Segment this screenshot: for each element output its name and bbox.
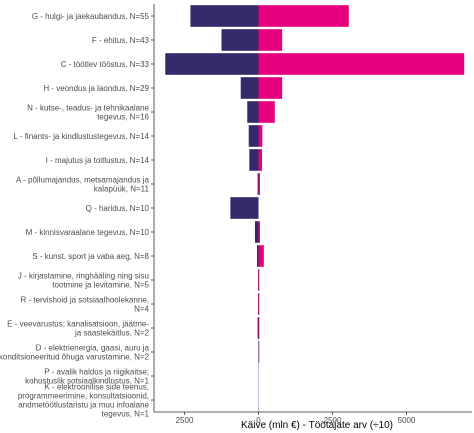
x-axis: 2500 0 2500 5000 xyxy=(154,411,472,425)
bar-right xyxy=(258,149,263,171)
category-label: Q - haridus, N=10 xyxy=(86,204,150,213)
category-label: E - veevarustus; kanalisatsioon, jäätme-… xyxy=(7,320,149,338)
bar-right xyxy=(258,317,260,339)
category-label: D - elektrienergia, gaasi, auru ja kondit… xyxy=(0,344,150,362)
bar-left xyxy=(258,293,259,315)
x-tick-label: 2500 xyxy=(324,416,342,425)
category-label: F - ehitus, N=43 xyxy=(92,36,150,45)
category-label: G - hulgi- ja jaekaubandus, N=55 xyxy=(32,12,150,21)
category-label: L - finants- ja kindlustustegevus, N=14 xyxy=(13,132,149,141)
category-label: I - majutus ja toitlustus, N=14 xyxy=(46,156,150,165)
category-label: A - põllumajandus, metsamajandus ja kalap… xyxy=(16,176,150,194)
x-tick-label: 2500 xyxy=(176,416,194,425)
category-label: K - elektroonilise side teenus, programme… xyxy=(18,383,150,419)
bar-left xyxy=(249,149,259,171)
category-label: P - avalik haldus ja riigikaitse; kohustu… xyxy=(25,368,149,386)
bar-left xyxy=(221,29,259,51)
category-label: J - kirjastamine, ringhääling ning sisu t… xyxy=(18,272,150,290)
bar-left xyxy=(230,197,259,219)
y-axis-ticks xyxy=(151,4,155,412)
bar-right xyxy=(258,293,260,315)
bar-left xyxy=(240,77,259,99)
bar-left xyxy=(190,5,259,27)
category-label: N - kutse-, teadus- ja tehnikaalane tegev… xyxy=(27,104,149,122)
bar-left xyxy=(247,101,259,123)
bars xyxy=(165,5,465,412)
x-axis-title: Käive (mln €) - Töötajate arv (÷10) xyxy=(241,420,393,431)
category-label: M - kinnisvaraalane tegevus, N=10 xyxy=(26,228,150,237)
bar-left xyxy=(258,269,259,291)
bar-left xyxy=(254,221,259,243)
bar-left xyxy=(248,125,259,147)
bar-left xyxy=(257,245,259,267)
bar-right xyxy=(258,5,349,27)
bar-left xyxy=(257,317,259,339)
bar-right xyxy=(258,53,465,75)
bar-right xyxy=(258,29,283,51)
bar-right xyxy=(258,125,263,147)
category-label: C - töötlev tööstus, N=33 xyxy=(61,60,150,69)
bar-right xyxy=(258,269,260,291)
bar-right xyxy=(258,77,283,99)
bar-right xyxy=(258,245,264,267)
bar-right xyxy=(258,101,275,123)
category-labels: G - hulgi- ja jaekaubandus, N=55 F - ehit… xyxy=(0,12,150,419)
category-label: S - kunst, sport ja vaba aeg, N=8 xyxy=(32,252,149,261)
category-label: R - tervishoid ja sotsiaalhoolekanne, N=4 xyxy=(20,296,149,314)
bar-right xyxy=(258,341,260,363)
bar-left xyxy=(165,53,259,75)
x-tick-label: 5000 xyxy=(398,416,416,425)
x-tick-label: 0 xyxy=(256,416,261,425)
category-label: H - veondus ja laondus, N=29 xyxy=(43,84,149,93)
bar-right xyxy=(258,221,260,243)
bar-left xyxy=(257,173,259,195)
bar-right xyxy=(258,173,260,195)
